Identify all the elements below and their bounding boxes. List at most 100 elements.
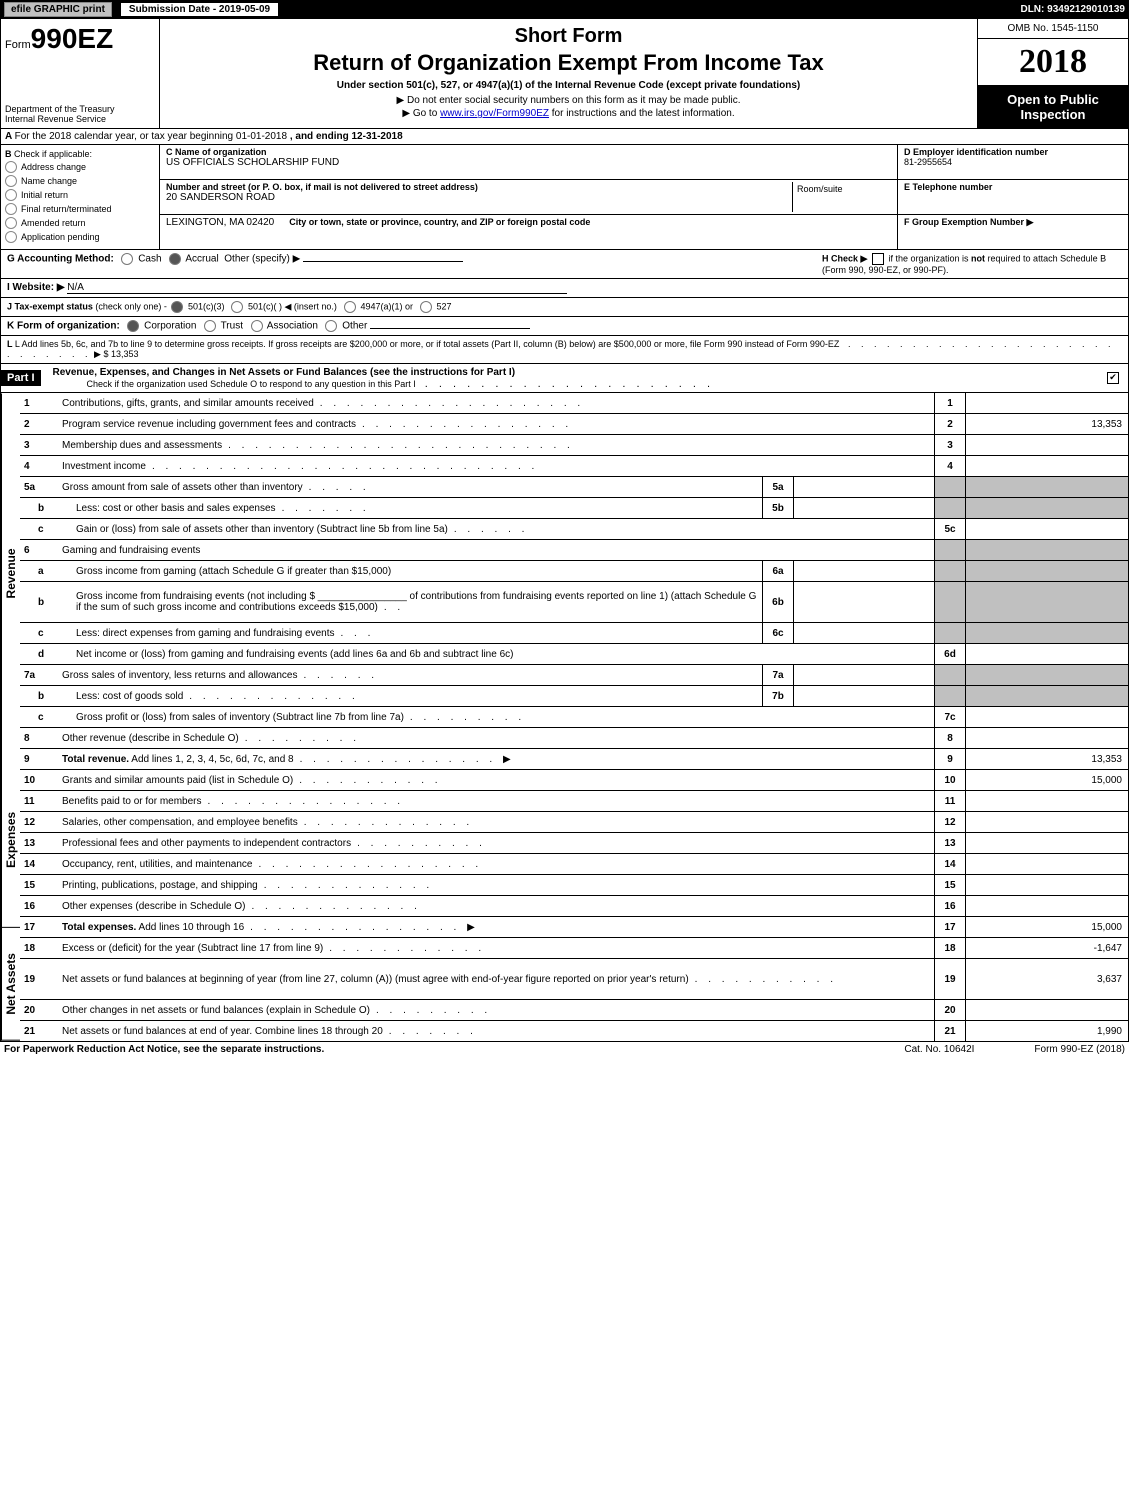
line-number: c <box>20 522 72 537</box>
radio-527[interactable] <box>420 301 432 313</box>
chk-final-return[interactable]: Final return/terminated <box>5 203 155 215</box>
right-line-number <box>934 686 965 706</box>
dots: . . . . . . . <box>282 503 370 514</box>
cash-label: Cash <box>138 254 161 265</box>
table-row: bLess: cost or other basis and sales exp… <box>20 498 1128 519</box>
table-row: cLess: direct expenses from gaming and f… <box>20 623 1128 644</box>
radio-501c3[interactable] <box>171 301 183 313</box>
line-number: 3 <box>20 438 58 453</box>
dots: . . . . . . . . . . . . . <box>251 901 420 912</box>
dots: . . . . . . . . . . . . . . . . . <box>258 859 482 870</box>
right-line-number: 16 <box>934 896 965 916</box>
expenses-section-label: Expenses <box>1 753 20 928</box>
chk-label: Initial return <box>21 190 68 200</box>
chk-label: Address change <box>21 162 86 172</box>
dots: . . . . . . . . . <box>376 1005 491 1016</box>
section-a: A For the 2018 calendar year, or tax yea… <box>0 129 1129 145</box>
form-footer-label: Form 990-EZ (2018) <box>1034 1044 1125 1055</box>
chk-address-change[interactable]: Address change <box>5 161 155 173</box>
dots: . . . . . . . . . <box>410 712 525 723</box>
tax-year: 2018 <box>978 39 1128 86</box>
line-k: K Form of organization: Corporation Trus… <box>0 317 1129 336</box>
line-number: 7a <box>20 668 58 683</box>
right-line-number: 10 <box>934 770 965 790</box>
amount-cell <box>965 561 1128 581</box>
other-org-input[interactable] <box>370 328 530 329</box>
opt-trust: Trust <box>221 321 243 332</box>
chk-amended-return[interactable]: Amended return <box>5 217 155 229</box>
table-row: 10Grants and similar amounts paid (list … <box>20 770 1128 791</box>
right-line-number: 15 <box>934 875 965 895</box>
line-l: L L Add lines 5b, 6c, and 7b to line 9 t… <box>0 336 1129 364</box>
form-number: Form990EZ <box>5 23 155 55</box>
amount-cell <box>965 393 1128 413</box>
line-description: Gross income from gaming (attach Schedul… <box>72 564 762 579</box>
dots: . . . . . . . . . . . . . . . . . . . . <box>320 398 584 409</box>
table-row: bGross income from fundraising events (n… <box>20 582 1128 623</box>
right-line-number: 12 <box>934 812 965 832</box>
right-line-number: 2 <box>934 414 965 434</box>
efile-print-button[interactable]: efile GRAPHIC print <box>4 2 112 17</box>
right-line-number: 21 <box>934 1021 965 1041</box>
inner-line-number: 7b <box>762 686 794 706</box>
right-line-number: 3 <box>934 435 965 455</box>
amount-cell <box>965 623 1128 643</box>
dots: . . . . . . . . . . . . . <box>264 880 433 891</box>
radio-association[interactable] <box>251 320 263 332</box>
right-line-number: 11 <box>934 791 965 811</box>
l-amount: ▶ $ 13,353 <box>94 349 138 359</box>
page-footer: For Paperwork Reduction Act Notice, see … <box>0 1042 1129 1057</box>
radio-4947[interactable] <box>344 301 356 313</box>
line-description: Net income or (loss) from gaming and fun… <box>72 647 934 662</box>
line-description: Gross income from fundraising events (no… <box>72 589 762 615</box>
irs-link[interactable]: www.irs.gov/Form990EZ <box>440 108 549 119</box>
table-row: 16Other expenses (describe in Schedule O… <box>20 896 1128 917</box>
radio-501c[interactable] <box>231 301 243 313</box>
amount-cell: 13,353 <box>965 749 1128 769</box>
line-description: Less: cost of goods sold. . . . . . . . … <box>72 689 762 704</box>
line-description: Salaries, other compensation, and employ… <box>58 815 934 830</box>
table-row: 5aGross amount from sale of assets other… <box>20 477 1128 498</box>
chk-application-pending[interactable]: Application pending <box>5 231 155 243</box>
org-name: US OFFICIALS SCHOLARSHIP FUND <box>166 157 891 168</box>
opt-corp: Corporation <box>144 321 196 332</box>
line-description: Grants and similar amounts paid (list in… <box>58 773 934 788</box>
subtitle: Under section 501(c), 527, or 4947(a)(1)… <box>168 80 969 91</box>
column-d-e-f: D Employer identification number 81-2955… <box>897 145 1128 249</box>
radio-other[interactable] <box>325 320 337 332</box>
table-row: 15Printing, publications, postage, and s… <box>20 875 1128 896</box>
radio-corporation[interactable] <box>127 320 139 332</box>
line-number: c <box>20 626 72 641</box>
table-row: 13Professional fees and other payments t… <box>20 833 1128 854</box>
other-label: Other (specify) ▶ <box>224 254 300 265</box>
radio-trust[interactable] <box>204 320 216 332</box>
opt-4947: 4947(a)(1) or <box>360 301 413 311</box>
line-description: Program service revenue including govern… <box>58 417 934 432</box>
ein-value: 81-2955654 <box>904 157 952 167</box>
other-specify-input[interactable] <box>303 261 463 262</box>
amount-cell <box>965 582 1128 622</box>
table-row: aGross income from gaming (attach Schedu… <box>20 561 1128 582</box>
instr2-post: for instructions and the latest informat… <box>549 108 735 119</box>
room-suite: Room/suite <box>792 182 891 212</box>
chk-initial-return[interactable]: Initial return <box>5 189 155 201</box>
right-line-number: 8 <box>934 728 965 748</box>
line-number: 4 <box>20 459 58 474</box>
table-row: 19Net assets or fund balances at beginni… <box>20 959 1128 1000</box>
d-label: D Employer identification number <box>904 147 1048 157</box>
h-checkbox[interactable] <box>872 253 884 265</box>
line-description: Gaming and fundraising events <box>58 543 934 558</box>
table-row: 8Other revenue (describe in Schedule O).… <box>20 728 1128 749</box>
radio-accrual[interactable] <box>169 253 181 265</box>
line-description: Gain or (loss) from sale of assets other… <box>72 522 934 537</box>
instr2-pre: ▶ Go to <box>402 108 440 119</box>
chk-label: Application pending <box>21 232 100 242</box>
radio-cash[interactable] <box>121 253 133 265</box>
part-1-checkbox[interactable] <box>1107 372 1119 384</box>
chk-label: Final return/terminated <box>21 204 112 214</box>
chk-name-change[interactable]: Name change <box>5 175 155 187</box>
header-left: Form990EZ Department of the Treasury Int… <box>1 19 160 128</box>
line-number: b <box>20 689 72 704</box>
line-number: 18 <box>20 941 58 956</box>
short-form-title: Short Form <box>168 25 969 48</box>
